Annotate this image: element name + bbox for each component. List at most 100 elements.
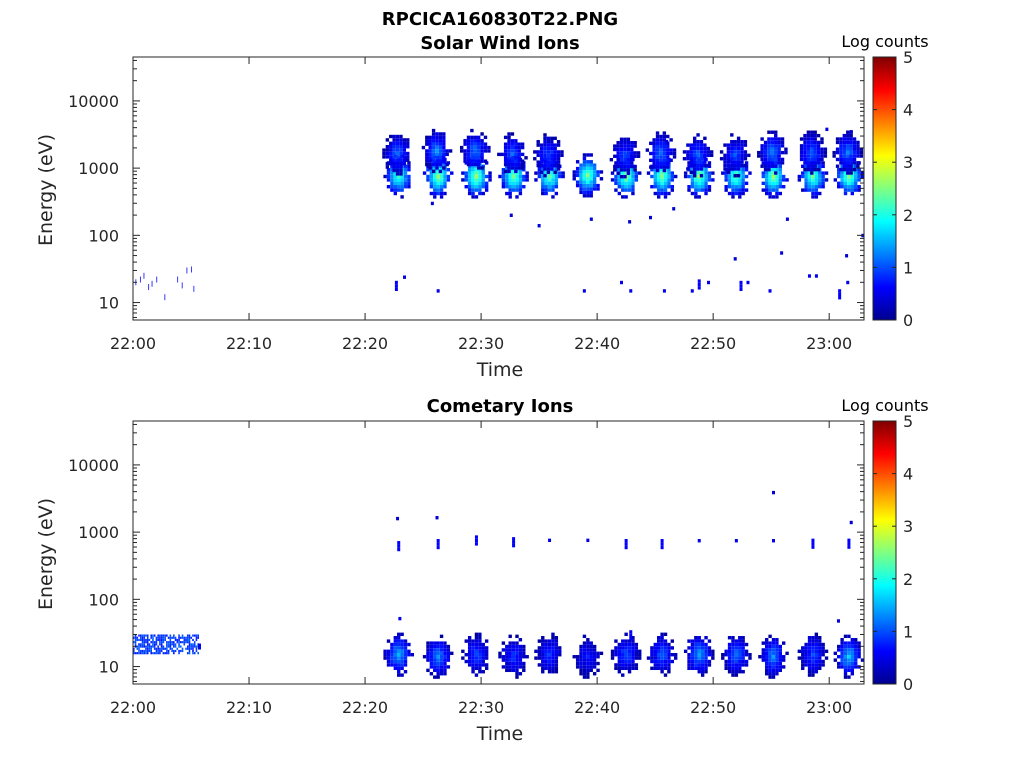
heatmap-cell bbox=[843, 181, 848, 186]
heatmap-cell bbox=[730, 150, 734, 154]
heatmap-cell bbox=[173, 641, 175, 644]
heatmap-cell bbox=[431, 135, 436, 140]
heatmap-cell bbox=[474, 185, 479, 189]
heatmap-cell bbox=[406, 158, 410, 163]
heatmap-cell bbox=[811, 666, 815, 671]
heatmap-cell bbox=[741, 653, 745, 657]
heatmap-cell bbox=[628, 220, 632, 224]
heatmap-cell bbox=[666, 162, 670, 166]
heatmap-cell bbox=[699, 150, 704, 154]
heatmap-cell bbox=[803, 140, 807, 145]
heatmap-cell bbox=[151, 280, 153, 287]
heatmap-cell bbox=[631, 663, 635, 667]
heatmap-cell bbox=[734, 646, 739, 650]
heatmap-cell bbox=[650, 659, 654, 664]
heatmap-cell bbox=[777, 154, 781, 158]
heatmap-cell bbox=[610, 653, 615, 657]
heatmap-cell bbox=[537, 663, 542, 667]
heatmap-cell bbox=[704, 653, 708, 657]
heatmap-cell bbox=[741, 656, 745, 660]
heatmap-cell bbox=[846, 147, 850, 151]
heatmap-cell bbox=[429, 665, 434, 669]
heatmap-cell bbox=[850, 185, 855, 189]
heatmap-cell bbox=[394, 280, 398, 285]
heatmap-cluster bbox=[629, 630, 633, 641]
heatmap-cell bbox=[727, 649, 732, 654]
heatmap-cell bbox=[382, 151, 386, 156]
heatmap-cell bbox=[518, 185, 523, 189]
heatmap-cell bbox=[474, 663, 479, 667]
heatmap-cell bbox=[627, 639, 632, 643]
heatmap-cell bbox=[503, 145, 508, 150]
heatmap-cell bbox=[541, 636, 545, 640]
heatmap-cell bbox=[436, 644, 440, 649]
heatmap-cell bbox=[703, 160, 707, 164]
heatmap-cell bbox=[466, 149, 471, 153]
heatmap-cell bbox=[192, 645, 194, 648]
heatmap-cell bbox=[839, 167, 843, 172]
heatmap-cell bbox=[159, 649, 161, 653]
heatmap-cell bbox=[843, 185, 848, 189]
heatmap-cell bbox=[554, 653, 559, 657]
heatmap-cell bbox=[473, 159, 477, 163]
heatmap-cell bbox=[508, 661, 512, 666]
heatmap-cell bbox=[185, 636, 187, 639]
heatmap-cell bbox=[697, 656, 701, 660]
heatmap-cell bbox=[775, 188, 779, 192]
heatmap-cell bbox=[425, 135, 429, 140]
heatmap-cell bbox=[655, 165, 660, 169]
heatmap-cell bbox=[586, 160, 590, 164]
heatmap-cell bbox=[734, 653, 739, 657]
heatmap-cluster bbox=[768, 289, 772, 293]
heatmap-cell bbox=[653, 178, 658, 182]
x-tick-label: 22:20 bbox=[342, 334, 388, 353]
heatmap-cell bbox=[846, 161, 850, 165]
heatmap-cell bbox=[623, 154, 627, 158]
heatmap-cell bbox=[473, 142, 477, 146]
heatmap-cell bbox=[186, 652, 189, 655]
heatmap-cell bbox=[400, 649, 404, 654]
heatmap-cell bbox=[435, 145, 439, 150]
heatmap-cell bbox=[770, 157, 775, 162]
heatmap-cell bbox=[136, 638, 139, 642]
heatmap-cell bbox=[847, 661, 851, 666]
heatmap-cell bbox=[582, 644, 587, 649]
heatmap-cell bbox=[733, 174, 737, 178]
x-tick-label: 22:40 bbox=[574, 334, 620, 353]
heatmap-cell bbox=[850, 174, 855, 179]
heatmap-cell bbox=[775, 661, 779, 666]
heatmap-cell bbox=[514, 152, 518, 157]
heatmap-cell bbox=[436, 191, 440, 196]
heatmap-cell bbox=[443, 641, 447, 645]
heatmap-cell bbox=[558, 649, 562, 654]
heatmap-cluster bbox=[846, 280, 850, 285]
heatmap-cell bbox=[153, 652, 156, 655]
heatmap-cell bbox=[852, 167, 857, 172]
heatmap-cell bbox=[397, 547, 401, 552]
heatmap-cell bbox=[743, 143, 748, 147]
heatmap-cell bbox=[554, 649, 559, 654]
heatmap-cell bbox=[810, 147, 814, 151]
heatmap-cell bbox=[660, 649, 664, 654]
heatmap-cell bbox=[850, 188, 855, 192]
heatmap-cell bbox=[761, 161, 765, 165]
heatmap-cell bbox=[842, 150, 847, 155]
heatmap-cell bbox=[389, 141, 393, 146]
heatmap-cell bbox=[624, 649, 628, 654]
heatmap-cell bbox=[511, 171, 516, 175]
heatmap-cell bbox=[446, 665, 451, 669]
heatmap-cell bbox=[821, 164, 825, 169]
heatmap-cell bbox=[804, 649, 808, 654]
heatmap-cell bbox=[703, 163, 707, 168]
heatmap-cell bbox=[706, 150, 710, 154]
heatmap-cell bbox=[518, 672, 523, 676]
heatmap-cell bbox=[847, 178, 851, 182]
heatmap-cell bbox=[821, 653, 825, 657]
heatmap-cell bbox=[503, 142, 508, 146]
heatmap-cell bbox=[556, 150, 561, 154]
heatmap-cell bbox=[785, 651, 789, 656]
heatmap-cell bbox=[682, 157, 687, 161]
heatmap-cell bbox=[621, 656, 625, 660]
heatmap-cell bbox=[811, 542, 815, 546]
heatmap-cell bbox=[700, 673, 705, 677]
